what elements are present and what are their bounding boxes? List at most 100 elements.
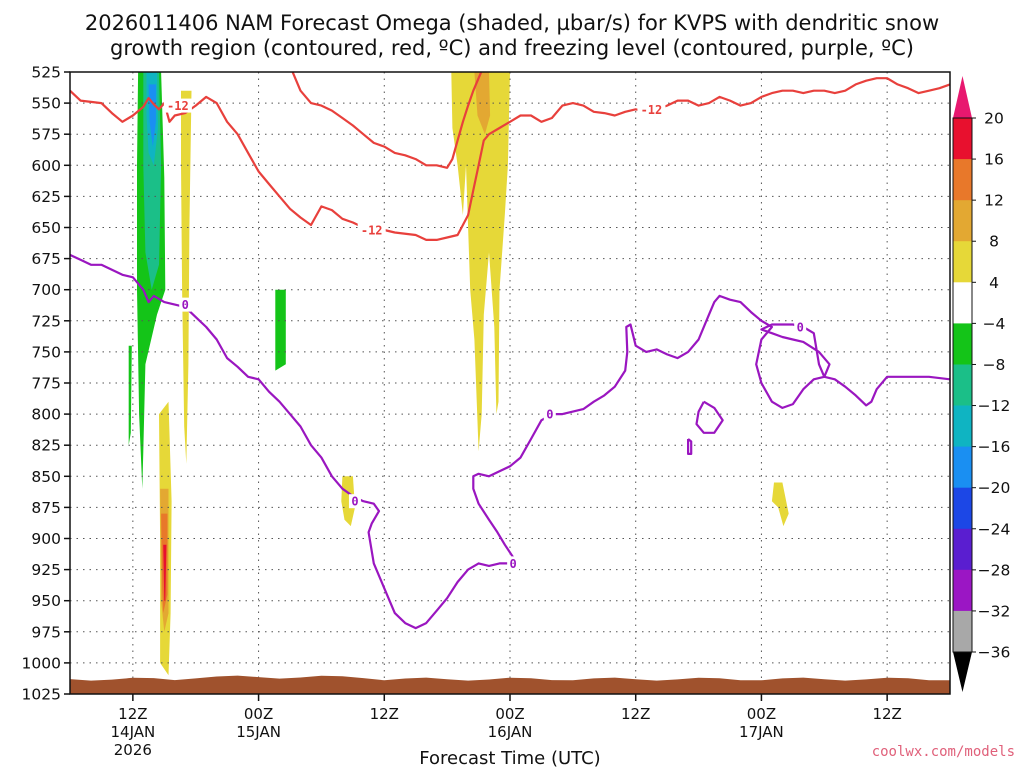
omega-region-4 bbox=[128, 345, 132, 446]
colorbar-label-2: 12 bbox=[984, 192, 1004, 210]
omega-region-6 bbox=[181, 90, 192, 464]
y-tick-label-525: 525 bbox=[31, 64, 61, 82]
contour-line-0 bbox=[70, 77, 950, 241]
colorbar-label-7: −12 bbox=[978, 397, 1011, 415]
y-tick-label-900: 900 bbox=[31, 530, 61, 548]
terrain-layer bbox=[70, 675, 950, 694]
contour-line-4 bbox=[687, 438, 693, 455]
contour-label-0-0: -12 bbox=[167, 99, 189, 113]
credit-text: coolwx.com/models bbox=[872, 744, 1015, 760]
contour-label-2-4: 0 bbox=[797, 321, 804, 335]
contour-label-0-1: -12 bbox=[361, 223, 383, 237]
omega-region-11 bbox=[341, 476, 355, 527]
colorbar-swatch-9 bbox=[953, 487, 972, 530]
contour-layer bbox=[70, 72, 950, 630]
colorbar-label-8: −16 bbox=[978, 438, 1011, 456]
colorbar-frame bbox=[952, 117, 973, 653]
y-tick-label-800: 800 bbox=[31, 406, 61, 424]
colorbar-top-arrow bbox=[953, 76, 972, 118]
colorbar-swatch-10 bbox=[953, 528, 972, 571]
contour-label-2-1: 0 bbox=[351, 495, 358, 509]
contour-line-1 bbox=[291, 72, 483, 169]
y-axis: 525 550 575 600 625 650 675 700 725 750 775 800 825 8… bbox=[22, 64, 70, 704]
colorbar-swatch-0 bbox=[953, 118, 972, 160]
y-tick-label-775: 775 bbox=[31, 375, 61, 393]
colorbar-label-12: −32 bbox=[978, 602, 1011, 620]
colorbar-label-9: −20 bbox=[978, 479, 1011, 497]
colorbar-label-4: 4 bbox=[989, 274, 999, 292]
colorbar-swatch-5 bbox=[953, 323, 972, 365]
y-tick-label-700: 700 bbox=[31, 281, 61, 299]
colorbar-swatch-11 bbox=[953, 569, 972, 612]
x-axis-title: Forecast Time (UTC) bbox=[419, 748, 600, 768]
contour-label-bg-0-0 bbox=[163, 98, 192, 113]
omega-region-10 bbox=[163, 544, 167, 601]
x-tick-label-54-0: 12Z bbox=[621, 705, 650, 723]
omega-shading-layer bbox=[128, 72, 789, 676]
x-tick-label-6-0: 12Z bbox=[118, 705, 147, 723]
y-tick-label-875: 875 bbox=[31, 499, 61, 517]
x-tick-label-42-1: 16JAN bbox=[488, 723, 533, 741]
contour-label-bg-0-1 bbox=[357, 222, 386, 237]
contour-label-bg-2-0 bbox=[179, 297, 192, 312]
y-tick-label-825: 825 bbox=[31, 437, 61, 455]
contour-label-2-0: 0 bbox=[182, 298, 189, 312]
colorbar-label-3: 8 bbox=[989, 233, 999, 251]
contour-label-bg-2-2 bbox=[507, 556, 520, 571]
x-tick-label-18-0: 00Z bbox=[244, 705, 273, 723]
omega-region-13 bbox=[474, 72, 491, 135]
colorbar-swatch-8 bbox=[953, 446, 972, 489]
y-tick-label-625: 625 bbox=[31, 188, 61, 206]
y-tick-label-575: 575 bbox=[31, 126, 61, 144]
omega-region-5 bbox=[275, 289, 286, 371]
omega-region-12 bbox=[451, 72, 510, 452]
colorbar-swatch-6 bbox=[953, 364, 972, 407]
x-tick-label-66-0: 00Z bbox=[747, 705, 776, 723]
colorbar-label-0: 20 bbox=[984, 110, 1004, 128]
y-tick-label-1000: 1000 bbox=[22, 654, 61, 672]
colorbar-swatch-7 bbox=[953, 405, 972, 448]
contour-label-bg-2-3 bbox=[543, 407, 556, 422]
x-tick-label-42-0: 00Z bbox=[495, 705, 524, 723]
colorbar-label-5: −4 bbox=[983, 315, 1006, 333]
x-tick-label-6-2: 2026 bbox=[114, 741, 152, 759]
colorbar-label-13: −36 bbox=[978, 644, 1011, 662]
colorbar-swatch-1 bbox=[953, 159, 972, 201]
contour-line-3 bbox=[695, 400, 724, 434]
colorbar-bottom-arrow bbox=[953, 652, 972, 692]
plot-area bbox=[70, 72, 950, 694]
contour-label-2-3: 0 bbox=[546, 408, 553, 422]
x-tick-label-78-0: 12Z bbox=[872, 705, 901, 723]
y-tick-label-750: 750 bbox=[31, 343, 61, 361]
colorbar-label-10: −24 bbox=[978, 520, 1011, 538]
y-tick-label-850: 850 bbox=[31, 468, 61, 486]
y-tick-label-675: 675 bbox=[31, 250, 61, 268]
y-tick-label-650: 650 bbox=[31, 219, 61, 237]
y-tick-label-550: 550 bbox=[31, 95, 61, 113]
contour-label-bg-2-1 bbox=[348, 494, 361, 509]
x-tick-label-66-1: 17JAN bbox=[739, 723, 784, 741]
contour-label-bg-0-2 bbox=[637, 102, 666, 117]
terrain-surface bbox=[70, 675, 950, 694]
x-tick-label-30-0: 12Z bbox=[370, 705, 399, 723]
colorbar-swatch-2 bbox=[953, 200, 972, 242]
y-tick-label-925: 925 bbox=[31, 561, 61, 579]
omega-region-14 bbox=[771, 482, 789, 527]
chart-title-line-1: 2026011406 NAM Forecast Omega (shaded, µ… bbox=[85, 11, 939, 35]
x-tick-label-18-1: 15JAN bbox=[236, 723, 281, 741]
colorbar-swatch-3 bbox=[953, 241, 972, 283]
y-tick-label-1025: 1025 bbox=[22, 686, 61, 704]
colorbar: 20 16 12 8 4 −4 −8 −12 −16 −20 −24 −28 −32 −36 bbox=[952, 76, 1011, 692]
chart-title-line-2: growth region (contoured, red, ºC) and f… bbox=[110, 36, 914, 60]
colorbar-swatch-4 bbox=[953, 282, 972, 324]
y-tick-label-950: 950 bbox=[31, 592, 61, 610]
contour-label-layer: -12 -12 -12 0 0 0 0 0 bbox=[163, 98, 807, 571]
colorbar-label-6: −8 bbox=[983, 356, 1006, 374]
y-tick-label-725: 725 bbox=[31, 312, 61, 330]
colorbar-label-11: −28 bbox=[978, 561, 1011, 579]
y-tick-label-975: 975 bbox=[31, 623, 61, 641]
contour-line-2 bbox=[70, 253, 950, 630]
contour-label-0-2: -12 bbox=[641, 103, 663, 117]
contour-label-bg-2-4 bbox=[794, 320, 807, 335]
